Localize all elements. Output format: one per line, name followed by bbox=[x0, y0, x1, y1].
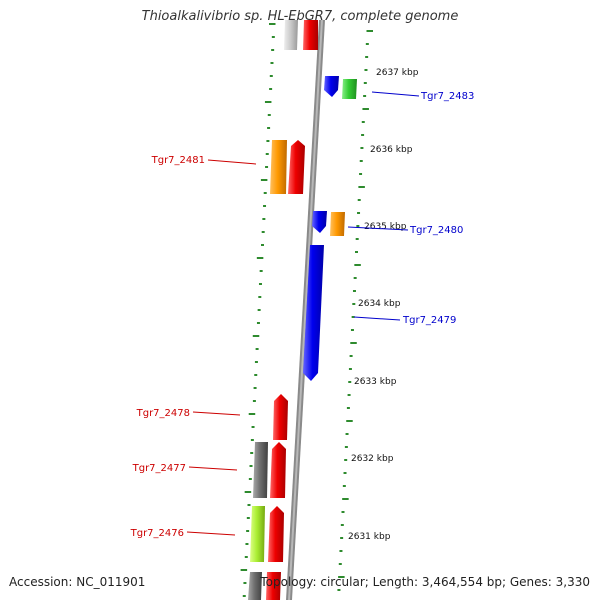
kbp-tick-label: 2632 kbp bbox=[351, 454, 394, 464]
kbp-tick-label: 2633 kbp bbox=[354, 377, 397, 387]
gene-arrow-tgr7-2477-gray bbox=[253, 442, 268, 498]
gene-label-leader bbox=[353, 316, 401, 321]
genome-backbone-highlight bbox=[288, 20, 323, 600]
kbp-tick-label: 2631 kbp bbox=[348, 532, 391, 542]
gene-label: Tgr7_2481 bbox=[151, 155, 205, 166]
gene-label: Tgr7_2483 bbox=[420, 91, 474, 102]
gene-arrow-tgr7-2478 bbox=[273, 394, 288, 440]
gene-arrow-tgr7-2483-green bbox=[342, 79, 357, 99]
gene-labels: Tgr7_2483 Tgr7_2481 Tgr7_2480 Tgr7_2479 Tgr7… bbox=[130, 91, 475, 539]
gene-label-leader bbox=[207, 159, 257, 165]
gene-arrow-tgr7-2479 bbox=[303, 245, 324, 381]
kbp-tick-label: 2635 kbp bbox=[364, 222, 407, 232]
gene-arrow bbox=[303, 20, 318, 50]
gene-label: Tgr7_2477 bbox=[132, 463, 186, 474]
gene-label: Tgr7_2476 bbox=[130, 528, 184, 539]
scale-ticks: 2637 kbp 2636 kbp 2635 kbp 2634 kbp 2633 kbp… bbox=[240, 23, 419, 597]
gene-label: Tgr7_2480 bbox=[409, 225, 463, 236]
gene-arrow bbox=[248, 572, 262, 600]
gene-arrow-tgr7-2481-orange bbox=[270, 140, 287, 194]
kbp-tick-label: 2637 kbp bbox=[376, 68, 419, 78]
genome-summary: Topology: circular; Length: 3,464,554 bp… bbox=[260, 575, 590, 589]
gene-arrow-tgr7-2477 bbox=[270, 442, 286, 498]
gene-label-leader bbox=[186, 531, 236, 536]
accession-label: Accession: NC_011901 bbox=[9, 575, 146, 589]
gene-label-leader bbox=[371, 91, 420, 97]
gene-arrow-tgr7-2476 bbox=[268, 506, 284, 562]
gene-arrow-tgr7-2480-orange bbox=[330, 212, 345, 236]
kbp-tick-label: 2634 kbp bbox=[358, 299, 401, 309]
gene-label-leader bbox=[347, 226, 409, 231]
gene-label: Tgr7_2479 bbox=[402, 315, 456, 326]
gene-arrow bbox=[266, 572, 281, 600]
gene-arrow-tgr7-2480 bbox=[312, 211, 327, 233]
gene-label: Tgr7_2478 bbox=[136, 408, 190, 419]
gene-arrow-tgr7-2483 bbox=[324, 76, 339, 97]
gene-arrow-tgr7-2476-lime bbox=[250, 506, 265, 562]
map-title: Thioalkalivibrio sp. HL-EbGR7, complete … bbox=[141, 9, 459, 24]
gene-arrow bbox=[284, 20, 298, 50]
gene-label-leader bbox=[188, 466, 238, 471]
gene-arrow-tgr7-2481 bbox=[288, 140, 305, 194]
kbp-tick-label: 2636 kbp bbox=[370, 145, 413, 155]
gene-label-leader bbox=[192, 411, 241, 416]
